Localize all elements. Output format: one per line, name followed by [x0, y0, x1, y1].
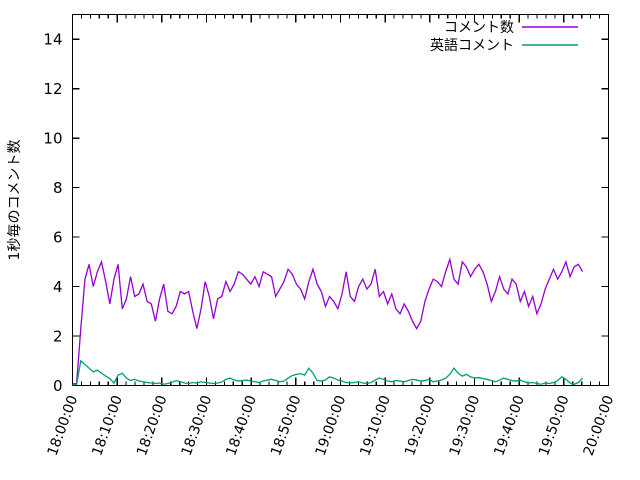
x-tick-label: 19:30:00	[447, 393, 484, 458]
x-tick-label: 19:20:00	[402, 393, 439, 458]
x-tick-label: 19:50:00	[536, 393, 573, 458]
x-tick-label: 18:30:00	[179, 393, 216, 458]
x-tick-label: 19:00:00	[313, 393, 350, 458]
plot-frame	[71, 13, 610, 387]
x-tick-label: 18:40:00	[223, 393, 260, 458]
series-line-2	[72, 359, 583, 386]
x-tick-label: 19:40:00	[491, 393, 528, 458]
y-axis-title: 1秒毎のコメント数	[7, 140, 23, 261]
x-tick-label: 18:00:00	[45, 393, 82, 458]
x-tick-label: 18:10:00	[89, 393, 126, 458]
x-tick-label: 19:10:00	[357, 393, 394, 458]
y-tick-label: 10	[43, 130, 62, 148]
legend-label-2: 英語コメント	[430, 37, 514, 54]
y-tick-label: 2	[53, 328, 63, 346]
x-tick-label: 18:20:00	[134, 393, 171, 458]
y-tick-label: 12	[43, 80, 62, 98]
y-tick-label: 0	[53, 377, 63, 395]
y-tick-label: 8	[53, 179, 63, 197]
y-tick-label: 6	[53, 229, 63, 247]
data-series-group	[72, 256, 584, 386]
x-tick-label: 20:00:00	[581, 393, 618, 458]
series-line-1	[72, 256, 584, 385]
x-tick-label: 18:50:00	[268, 393, 305, 458]
y-axis-ticks: 0 2 4 6 8 10 12 14	[43, 31, 609, 395]
x-axis-ticks: 18:00:00 18:10:00 18:20:00 18:30:00 18:40:00…	[45, 14, 618, 458]
y-axis-label: 1秒毎のコメント数	[7, 140, 23, 261]
y-tick-label: 4	[53, 278, 63, 296]
legend-label-1: コメント数	[444, 20, 514, 36]
y-tick-label: 14	[43, 31, 62, 49]
